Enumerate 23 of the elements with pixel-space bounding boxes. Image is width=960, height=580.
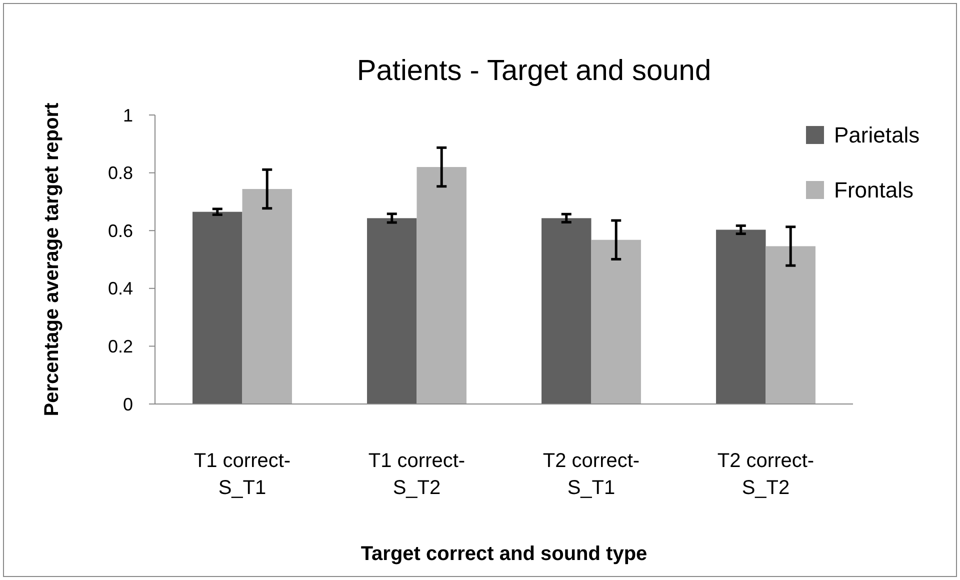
- bar: [192, 212, 242, 404]
- y-tick-label: 0.8: [108, 163, 133, 184]
- y-axis-title: Percentage average target report: [41, 102, 63, 416]
- y-tick-label: 1: [122, 105, 133, 126]
- bar: [416, 167, 466, 404]
- y-tick-label: 0.2: [108, 336, 133, 356]
- x-tick-label: T2 correct-S_T1: [542, 450, 640, 499]
- chart-title: Patients - Target and sound: [356, 55, 712, 87]
- bar: [766, 246, 816, 404]
- x-axis-title: Target correct and sound type: [360, 543, 648, 565]
- bar: [367, 218, 417, 404]
- bar: [242, 188, 292, 404]
- x-tick-label: T2 correct-S_T2: [717, 450, 814, 499]
- y-tick-label: 0: [122, 394, 133, 414]
- legend-label: Frontals: [834, 178, 914, 203]
- y-tick-label: 0.6: [108, 220, 133, 241]
- bar: [542, 218, 592, 404]
- x-tick-label: T1 correct-S_T1: [194, 450, 291, 499]
- bar: [716, 230, 766, 404]
- bar: [591, 240, 641, 404]
- legend-label: Parietals: [834, 122, 920, 148]
- x-tick-label: T1 correct-S_T2: [368, 450, 466, 499]
- y-tick-label: 0.4: [108, 278, 133, 299]
